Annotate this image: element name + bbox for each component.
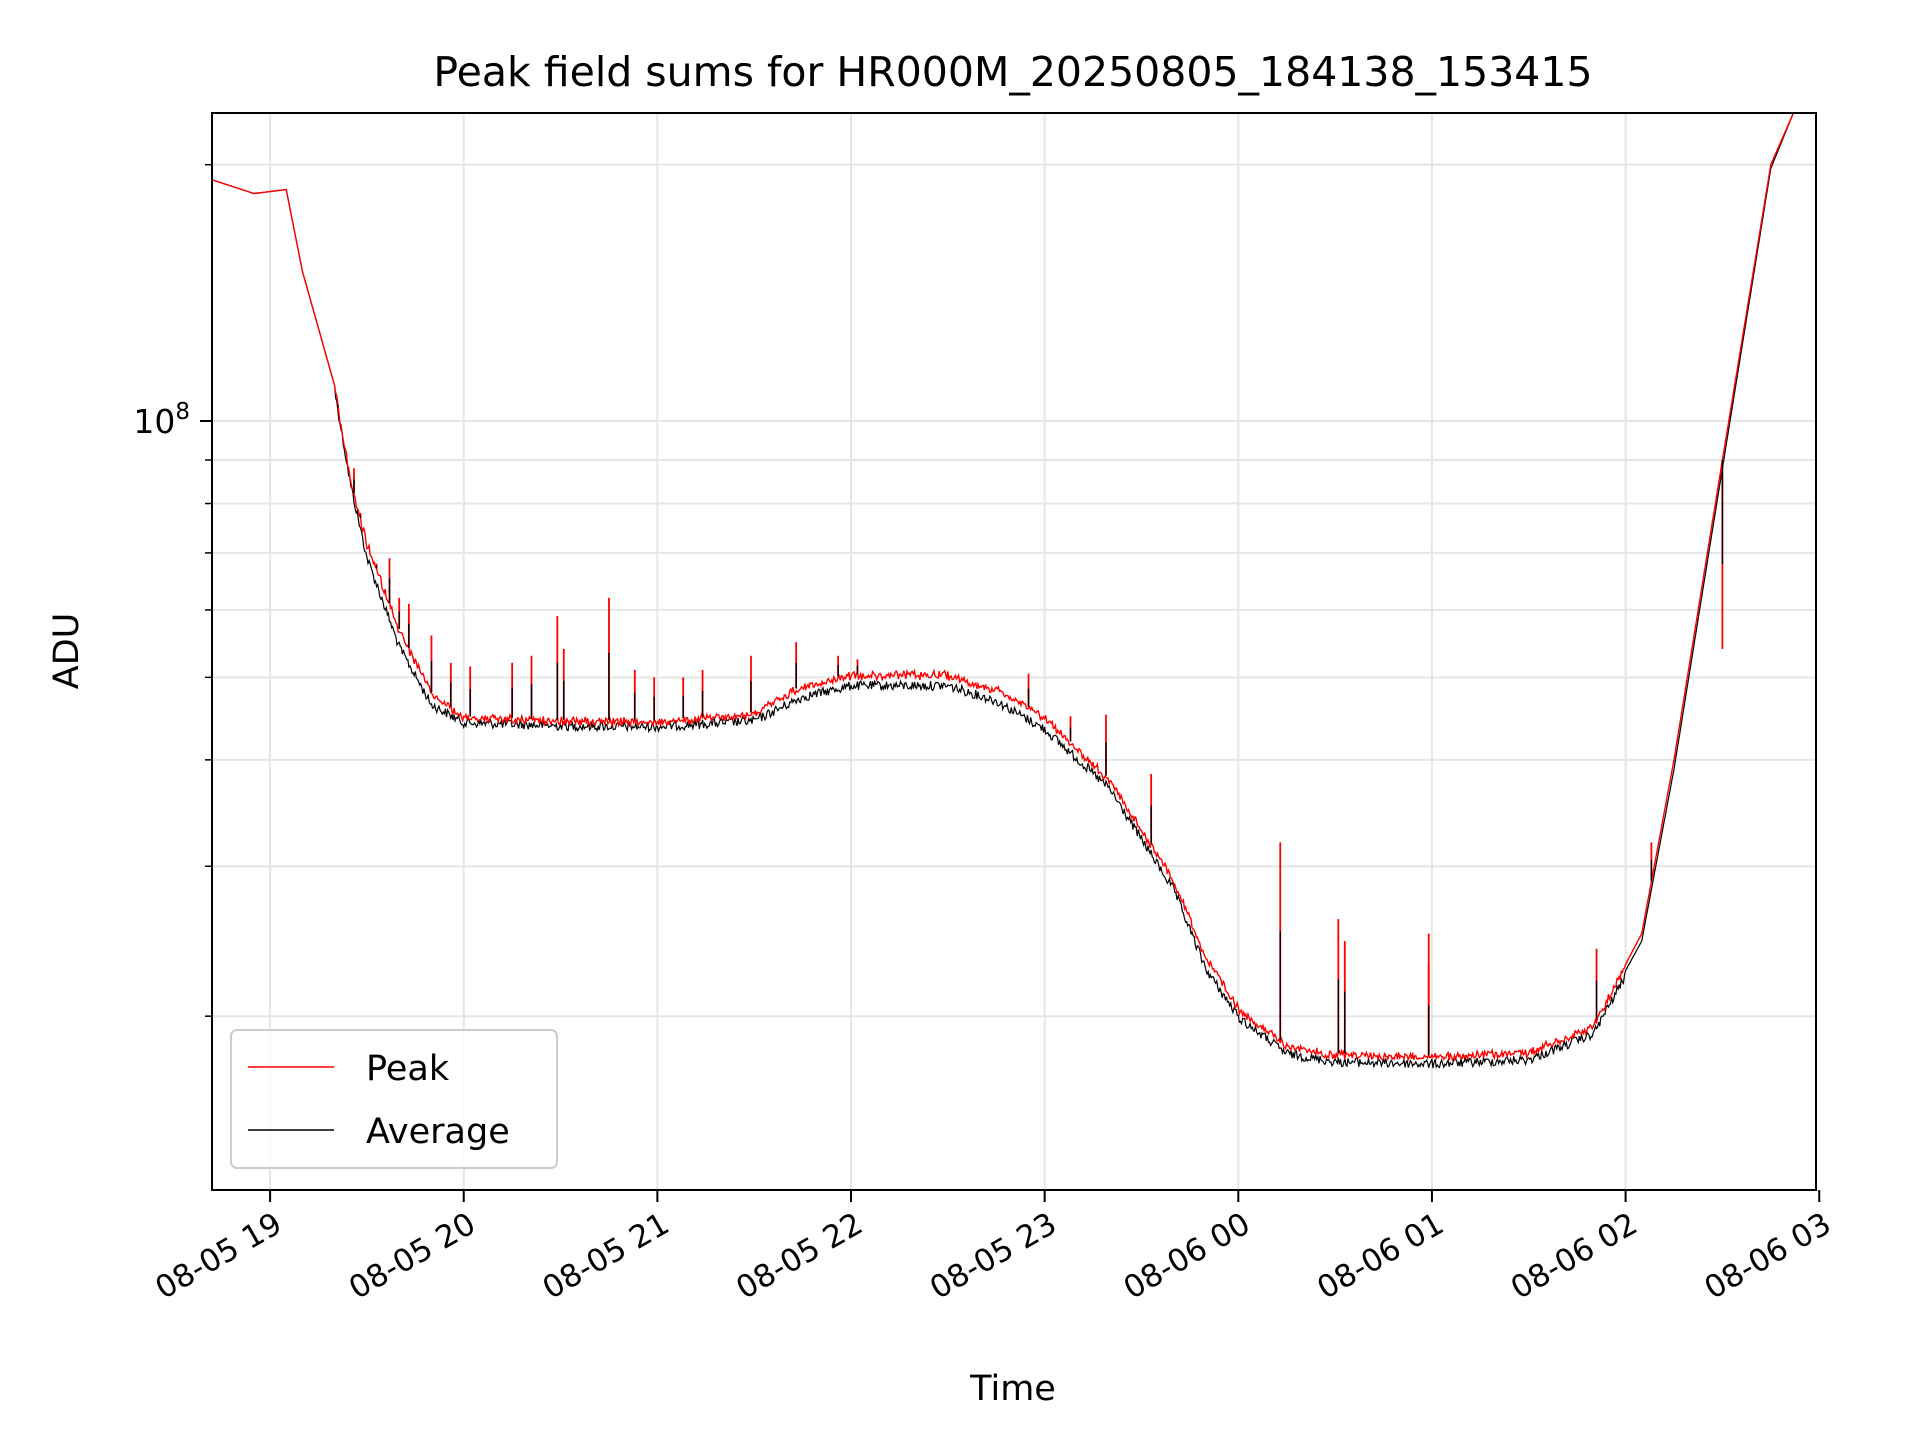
legend-box (230, 1029, 558, 1169)
legend: Peak Average (230, 1029, 558, 1169)
plot-frame (211, 112, 1817, 1191)
series-line-average (212, 113, 1794, 1070)
x-axis-label: Time (969, 1369, 1056, 1409)
grid-lines (212, 113, 1816, 1190)
y-axis-label: ADU (47, 613, 87, 690)
series-layer (212, 113, 1795, 1070)
series-line-peak (212, 113, 1795, 1062)
y-axis-ticks: 108 (133, 163, 212, 1017)
legend-label-average: Average (366, 1112, 510, 1152)
legend-label-peak: Peak (366, 1049, 450, 1089)
chart-title: Peak field sums for HR000M_20250805_1841… (433, 48, 1592, 96)
y-tick-label: 108 (133, 399, 190, 441)
